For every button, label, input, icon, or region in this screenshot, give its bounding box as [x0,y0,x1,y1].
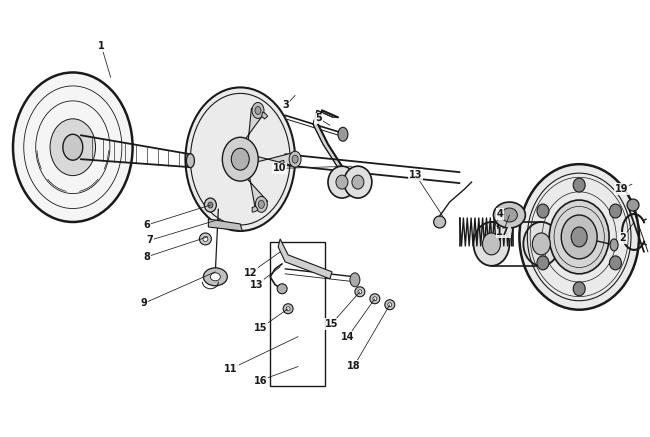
Text: 6: 6 [144,220,150,230]
Text: 5: 5 [315,113,322,123]
Text: 19: 19 [615,184,629,194]
Ellipse shape [355,287,365,297]
Ellipse shape [610,204,621,218]
Ellipse shape [63,134,83,160]
Text: 13: 13 [250,280,264,290]
Polygon shape [278,239,332,279]
Ellipse shape [627,199,639,211]
Text: 4: 4 [497,209,503,219]
Text: 8: 8 [144,252,150,262]
Ellipse shape [501,208,517,222]
Text: 3: 3 [283,100,289,110]
Text: 13: 13 [409,170,423,180]
Ellipse shape [187,154,194,168]
Polygon shape [209,219,242,231]
Ellipse shape [203,268,227,286]
Ellipse shape [50,119,96,176]
Text: 2: 2 [619,233,627,243]
Ellipse shape [203,236,208,241]
Ellipse shape [283,304,293,314]
Polygon shape [242,170,268,207]
Ellipse shape [373,297,377,301]
Text: 10: 10 [273,163,287,173]
Ellipse shape [532,233,551,255]
Ellipse shape [344,166,372,198]
Text: 14: 14 [341,332,354,342]
Ellipse shape [328,166,356,198]
Ellipse shape [474,222,510,266]
Polygon shape [313,111,342,166]
Ellipse shape [519,164,639,310]
Ellipse shape [573,178,585,192]
Ellipse shape [258,201,265,208]
Ellipse shape [336,175,348,189]
Text: 11: 11 [224,364,238,374]
Text: 9: 9 [140,298,147,309]
Text: 7: 7 [147,235,153,245]
Text: 1: 1 [98,42,105,52]
Ellipse shape [523,222,559,266]
Ellipse shape [385,300,395,310]
Polygon shape [261,112,268,119]
Ellipse shape [388,303,392,307]
Ellipse shape [434,216,446,228]
Ellipse shape [358,290,362,294]
Ellipse shape [493,202,525,228]
Ellipse shape [573,282,585,296]
Ellipse shape [482,233,500,255]
Ellipse shape [537,256,549,270]
Ellipse shape [537,204,549,218]
Ellipse shape [277,284,287,294]
Ellipse shape [571,227,587,247]
Text: 12: 12 [244,268,257,278]
Ellipse shape [289,151,301,167]
Polygon shape [252,206,258,212]
Text: 18: 18 [347,361,361,371]
Ellipse shape [350,273,360,287]
Ellipse shape [286,307,290,311]
Ellipse shape [549,200,609,274]
Text: 15: 15 [254,323,267,333]
Ellipse shape [185,87,295,231]
Ellipse shape [352,175,364,189]
Ellipse shape [255,107,261,114]
Ellipse shape [208,202,213,208]
Ellipse shape [200,233,211,245]
Ellipse shape [255,196,267,212]
Polygon shape [280,160,284,168]
Ellipse shape [222,137,258,181]
Text: 15: 15 [325,319,338,329]
Ellipse shape [231,148,249,170]
Ellipse shape [252,103,264,118]
Ellipse shape [292,155,298,163]
Ellipse shape [211,273,220,281]
Ellipse shape [204,198,216,212]
Polygon shape [252,152,295,166]
Polygon shape [241,108,265,148]
Ellipse shape [370,294,380,304]
Ellipse shape [610,256,621,270]
Text: 17: 17 [497,227,510,237]
Ellipse shape [610,239,618,251]
Ellipse shape [13,73,133,222]
Text: 16: 16 [254,375,267,385]
Ellipse shape [561,215,597,259]
Ellipse shape [338,127,348,141]
